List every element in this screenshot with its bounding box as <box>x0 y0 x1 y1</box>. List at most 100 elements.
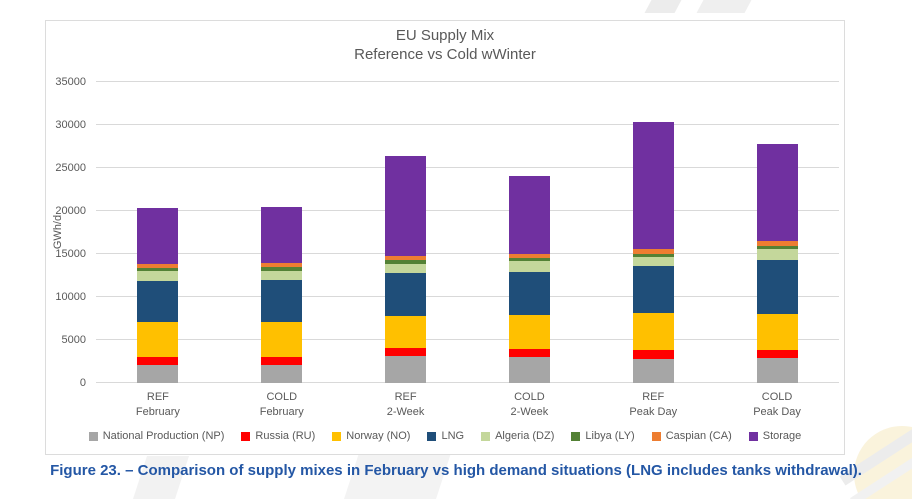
segment-norway-no <box>261 321 303 358</box>
segment-libya-ly <box>137 267 179 272</box>
legend-label: National Production (NP) <box>102 430 225 442</box>
y-tick-label-10000: 10000 <box>55 291 86 303</box>
bar-slot-ref-peak day <box>591 82 715 383</box>
legend-item-storage: Storage <box>748 430 802 442</box>
y-tick-label-15000: 15000 <box>55 248 86 260</box>
legend-item-algeria-dz: Algeria (DZ) <box>481 430 554 442</box>
legend-label: Algeria (DZ) <box>495 430 555 442</box>
segment-libya-ly <box>756 245 798 250</box>
segment-storage <box>632 122 674 250</box>
legend-swatch-icon <box>427 431 437 441</box>
segment-russia-ru <box>137 357 179 365</box>
segment-caspian-ca <box>756 241 798 246</box>
segment-norway-no <box>756 313 798 350</box>
x-label-line2: February <box>135 406 180 418</box>
gridline-30000 <box>96 124 839 125</box>
y-tick-label-0: 0 <box>79 377 86 389</box>
segment-caspian-ca <box>508 253 550 259</box>
gridline-35000 <box>96 81 839 82</box>
segment-lng <box>632 266 674 313</box>
legend-label: Norway (NO) <box>346 430 411 442</box>
segment-national-production-np <box>137 364 179 383</box>
segment-algeria-dz <box>632 257 674 267</box>
segment-lng <box>756 260 798 314</box>
segment-national-production-np <box>385 356 427 383</box>
chart-legend: National Production (NP) Russia (RU) Norwa… <box>46 430 844 442</box>
gridline-20000 <box>96 210 839 211</box>
stacked-bar-1 <box>137 82 179 383</box>
segment-russia-ru <box>385 348 427 357</box>
legend-item-lng: LNG <box>427 430 464 442</box>
segment-lng <box>261 280 303 322</box>
stacked-bar-6 <box>756 82 798 383</box>
legend-label: Russia (RU) <box>255 430 316 442</box>
segment-national-production-np <box>632 358 674 383</box>
legend-item-libya-ly: Libya (LY) <box>571 430 635 442</box>
x-label-line1: REF <box>146 391 169 403</box>
legend-item-national-production-np: National Production (NP) <box>88 430 225 442</box>
stacked-bar-2 <box>261 82 303 383</box>
segment-lng <box>385 272 427 316</box>
x-label-ref-2-week: REF 2-Week <box>344 390 468 420</box>
bar-slot-ref-2-week <box>344 82 468 383</box>
gridline-5000 <box>96 339 839 340</box>
chart-title: EU Supply Mix Reference vs Cold wWinter <box>46 26 844 64</box>
segment-storage <box>137 207 179 264</box>
y-axis-tick-labels: 0 5000 10000 15000 20000 25000 30000 35000 <box>46 76 90 389</box>
legend-label: LNG <box>441 430 465 442</box>
x-label-line1: COLD <box>514 391 545 403</box>
segment-norway-no <box>632 312 674 351</box>
x-axis-labels: REF February COLD February REF 2-Week COLD 2-We… <box>96 390 839 420</box>
segment-russia-ru <box>756 349 798 359</box>
chart-title-line2: Reference vs Cold wWinter <box>354 46 536 63</box>
bar-slot-cold-peak day <box>715 82 839 383</box>
bar-slots <box>96 82 839 383</box>
legend-swatch-icon <box>88 431 98 441</box>
segment-lng <box>508 272 550 315</box>
segment-algeria-dz <box>385 263 427 273</box>
segment-algeria-dz <box>137 271 179 281</box>
figure-caption: Figure 23. – Comparison of supply mixes … <box>50 462 862 479</box>
segment-storage <box>756 144 798 242</box>
y-tick-label-25000: 25000 <box>55 162 86 174</box>
stacked-bar-4 <box>508 82 550 383</box>
x-label-cold-2-week: COLD 2-Week <box>467 390 591 420</box>
x-label-ref-february: REF February <box>96 390 220 420</box>
legend-item-russia-ru: Russia (RU) <box>241 430 315 442</box>
segment-libya-ly <box>385 260 427 264</box>
bar-slot-ref-february <box>96 82 220 383</box>
segment-norway-no <box>385 315 427 349</box>
segment-russia-ru <box>261 357 303 365</box>
legend-swatch-icon <box>651 431 661 441</box>
legend-swatch-icon <box>748 431 758 441</box>
x-label-cold-peak day: COLD Peak Day <box>715 390 839 420</box>
x-label-line2: Peak Day <box>629 406 678 418</box>
chart-frame: EU Supply Mix Reference vs Cold wWinter … <box>45 20 845 455</box>
legend-swatch-icon <box>481 431 491 441</box>
legend-swatch-icon <box>571 431 581 441</box>
segment-national-production-np <box>261 364 303 383</box>
plot-area <box>96 81 839 383</box>
legend-item-caspian-ca: Caspian (CA) <box>651 430 732 442</box>
watermark-shape-top-left <box>644 0 682 13</box>
legend-label: Caspian (CA) <box>665 430 732 442</box>
legend-label: Storage <box>762 430 802 442</box>
watermark-shape-top-right <box>696 0 752 13</box>
x-label-cold-february: COLD February <box>220 390 344 420</box>
segment-caspian-ca <box>385 256 427 261</box>
bar-slot-cold-february <box>220 82 344 383</box>
gridline-15000 <box>96 253 839 254</box>
segment-algeria-dz <box>261 270 303 281</box>
y-tick-label-5000: 5000 <box>61 334 86 346</box>
segment-libya-ly <box>508 258 550 261</box>
stacked-bar-3 <box>385 82 427 383</box>
gridline-25000 <box>96 167 839 168</box>
segment-norway-no <box>508 314 550 350</box>
x-label-line2: 2-Week <box>510 406 549 418</box>
legend-swatch-icon <box>332 431 342 441</box>
segment-libya-ly <box>261 267 303 271</box>
gridline-10000 <box>96 296 839 297</box>
segment-caspian-ca <box>261 263 303 268</box>
legend-item-norway-no: Norway (NO) <box>332 430 410 442</box>
